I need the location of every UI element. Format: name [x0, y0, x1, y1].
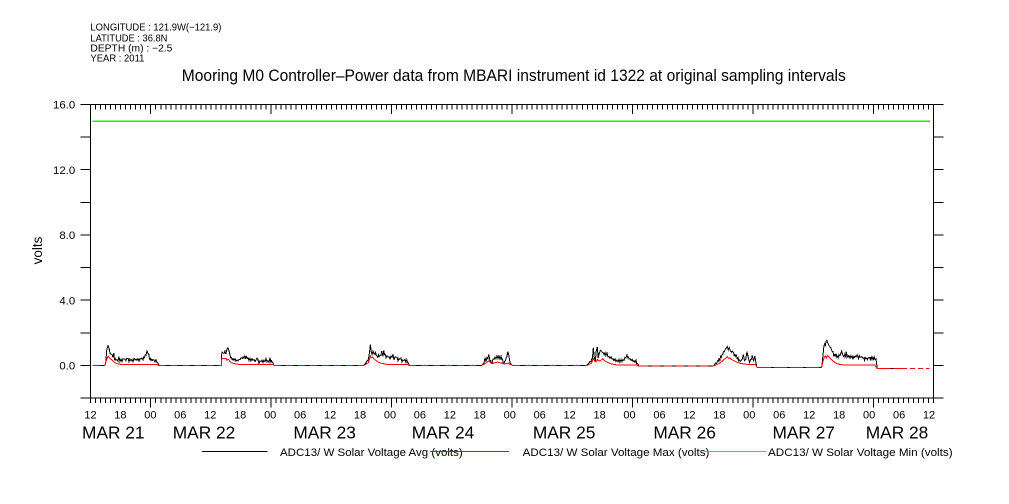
svg-text:00: 00: [743, 410, 755, 422]
svg-text:06: 06: [893, 410, 905, 422]
svg-text:18: 18: [713, 410, 725, 422]
svg-text:00: 00: [863, 410, 875, 422]
svg-text:LONGITUDE : 121.9W(−121.9): LONGITUDE : 121.9W(−121.9): [90, 23, 221, 34]
svg-text:MAR 21: MAR 21: [82, 423, 145, 443]
svg-text:12: 12: [84, 410, 96, 422]
svg-text:06: 06: [534, 410, 546, 422]
svg-text:06: 06: [294, 410, 306, 422]
svg-text:12: 12: [204, 410, 216, 422]
svg-text:18: 18: [474, 410, 486, 422]
svg-text:12: 12: [324, 410, 336, 422]
svg-text:0.0: 0.0: [59, 361, 75, 373]
svg-text:12: 12: [444, 410, 456, 422]
svg-text:12: 12: [803, 410, 815, 422]
svg-text:18: 18: [234, 410, 246, 422]
svg-text:MAR 22: MAR 22: [173, 423, 236, 443]
svg-text:volts: volts: [30, 236, 45, 264]
svg-text:MAR 28: MAR 28: [866, 423, 929, 443]
svg-text:LATITUDE : 36.8N: LATITUDE : 36.8N: [90, 33, 167, 44]
svg-text:18: 18: [114, 410, 126, 422]
svg-text:00: 00: [264, 410, 276, 422]
svg-text:ADC13/ W Solar Voltage Max (vo: ADC13/ W Solar Voltage Max (volts): [523, 447, 710, 459]
svg-text:00: 00: [144, 410, 156, 422]
svg-text:00: 00: [504, 410, 516, 422]
svg-text:06: 06: [653, 410, 665, 422]
svg-text:4.0: 4.0: [59, 295, 75, 307]
svg-text:12: 12: [923, 410, 935, 422]
svg-text:00: 00: [384, 410, 396, 422]
svg-text:06: 06: [174, 410, 186, 422]
svg-text:ADC13/ W Solar Voltage Avg (vo: ADC13/ W Solar Voltage Avg (volts): [280, 447, 463, 459]
svg-text:8.0: 8.0: [59, 230, 75, 242]
svg-text:Mooring M0 Controller–Power da: Mooring M0 Controller–Power data from MB…: [182, 67, 846, 85]
svg-text:MAR 23: MAR 23: [293, 423, 356, 443]
svg-text:16.0: 16.0: [53, 100, 75, 112]
svg-text:DEPTH (m) : −2.5: DEPTH (m) : −2.5: [90, 43, 172, 54]
svg-text:18: 18: [354, 410, 366, 422]
svg-text:18: 18: [593, 410, 605, 422]
svg-text:MAR 27: MAR 27: [772, 423, 835, 443]
svg-text:06: 06: [773, 410, 785, 422]
svg-text:12.0: 12.0: [53, 165, 75, 177]
svg-text:MAR 26: MAR 26: [653, 423, 716, 443]
svg-text:MAR 25: MAR 25: [533, 423, 596, 443]
svg-text:12: 12: [683, 410, 695, 422]
svg-text:12: 12: [563, 410, 575, 422]
svg-text:06: 06: [414, 410, 426, 422]
svg-text:MAR 24: MAR 24: [412, 423, 475, 443]
svg-text:18: 18: [833, 410, 845, 422]
svg-text:00: 00: [623, 410, 635, 422]
svg-text:ADC13/ W Solar Voltage Min (vo: ADC13/ W Solar Voltage Min (volts): [768, 447, 953, 459]
svg-text:YEAR : 2011: YEAR : 2011: [90, 53, 144, 64]
